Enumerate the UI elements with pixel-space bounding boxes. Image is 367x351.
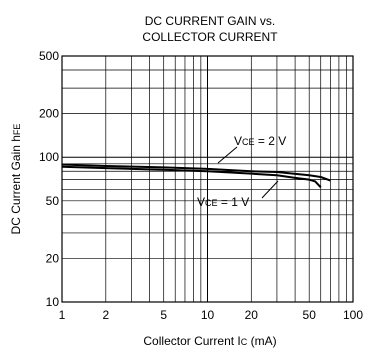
y-tick-label: 500: [39, 49, 59, 63]
y-tick-label: 100: [39, 150, 59, 164]
x-tick-label: 1: [59, 308, 66, 322]
y-tick-labels: 10 20 50 100 200 500: [39, 49, 59, 309]
series-line-vce-2v: [61, 163, 331, 182]
y-tick-label: 20: [46, 251, 60, 265]
y-axis-label: DC Current Gain hFE: [9, 124, 23, 235]
y-tick-label: 10: [46, 295, 60, 309]
x-tick-label: 20: [245, 308, 259, 322]
vce-2v-label: VCE = 2 V: [234, 134, 286, 148]
vce-1v-pointer: [261, 180, 279, 199]
vce-1v-label: VCE = 1 V: [197, 195, 249, 209]
y-tick-label: 50: [46, 194, 60, 208]
x-axis-label: Collector Current IC (mA): [143, 334, 276, 348]
x-tick-label: 50: [303, 308, 317, 322]
vce-2v-pointer: [217, 146, 238, 164]
x-tick-label: 2: [102, 308, 109, 322]
plot-frame: [61, 55, 354, 303]
x-tick-label: 100: [343, 308, 363, 322]
x-tick-labels: 1 2 5 10 20 50 100: [59, 308, 364, 322]
series-line-vce-1v: [61, 165, 322, 188]
chart-title-line-1: DC CURRENT GAIN vs.: [145, 14, 275, 28]
x-tick-label: 10: [201, 308, 215, 322]
curves: [61, 163, 331, 188]
chart-title-line-2: COLLECTOR CURRENT: [142, 30, 278, 44]
y-tick-label: 200: [39, 107, 59, 121]
x-tick-label: 5: [160, 308, 167, 322]
